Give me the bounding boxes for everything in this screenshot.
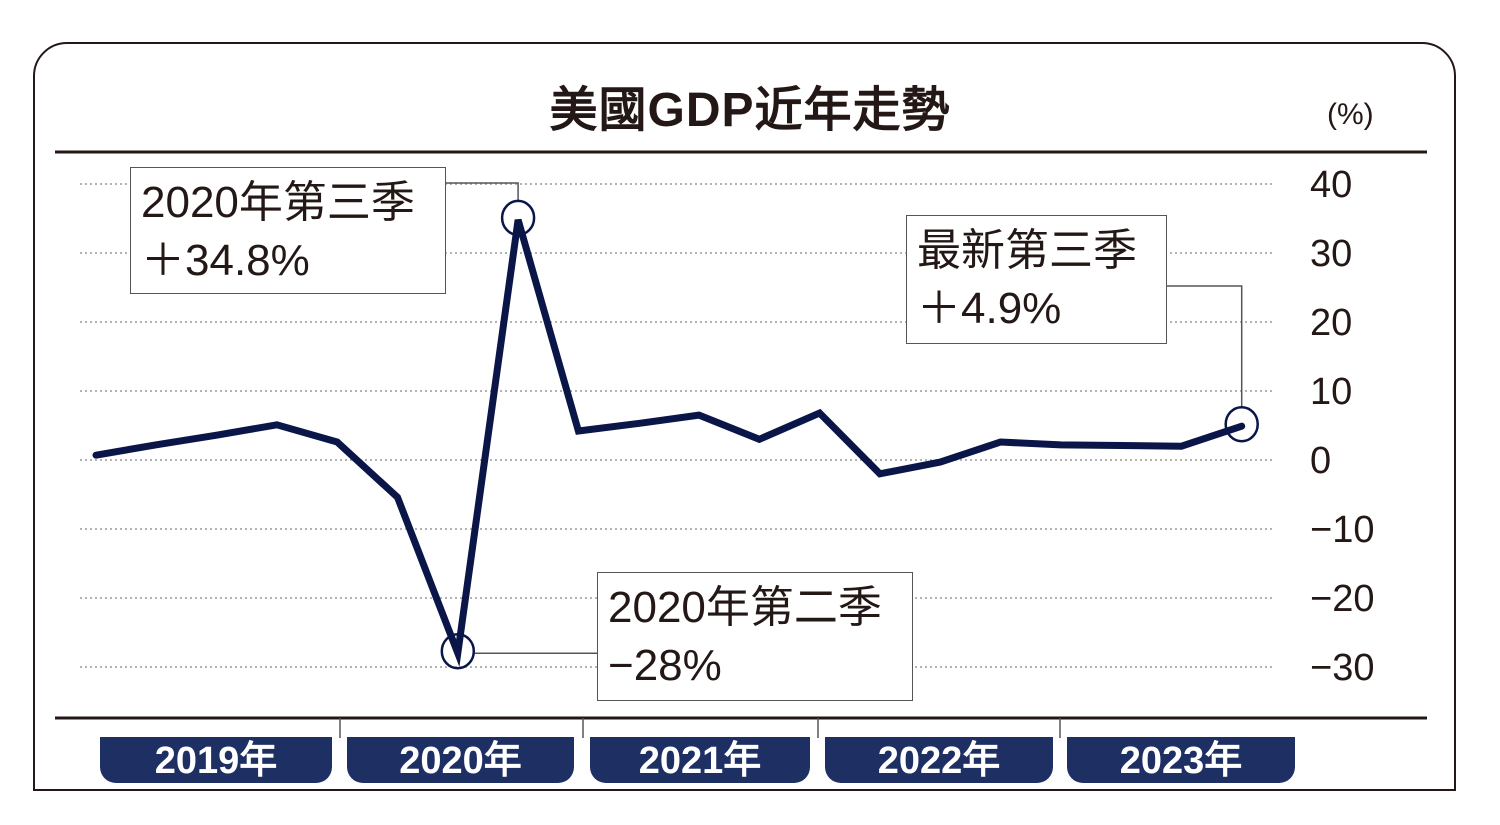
y-tick-label: −10 xyxy=(1310,509,1374,551)
chart-frame xyxy=(33,42,1456,791)
x-tick-label: 2021年 xyxy=(590,737,810,783)
x-tick-label: 2019年 xyxy=(100,737,332,783)
annotation-latest-q3: 最新第三季 ＋4.9% xyxy=(906,215,1167,344)
annotation-value: −28% xyxy=(608,641,722,690)
y-tick-label: 20 xyxy=(1310,302,1352,344)
y-tick-label: 10 xyxy=(1310,371,1352,413)
chart-title: 美國GDP近年走勢 xyxy=(549,84,951,137)
x-tick-label: 2020年 xyxy=(347,737,574,783)
highlight-circle xyxy=(500,199,536,237)
x-tick-label: 2023年 xyxy=(1067,737,1295,783)
highlight-circle xyxy=(1224,405,1259,443)
annotation-label: 2020年第二季 xyxy=(608,583,882,632)
annotation-2020-q3: 2020年第三季 ＋34.8% xyxy=(130,167,446,294)
highlight-circle xyxy=(440,632,476,670)
y-tick-label: −30 xyxy=(1310,647,1374,689)
annotation-label: 最新第三季 xyxy=(917,226,1137,275)
y-tick-label: 40 xyxy=(1310,164,1352,206)
leader-line xyxy=(445,182,519,202)
annotation-label: 2020年第三季 xyxy=(141,178,415,227)
annotation-2020-q2: 2020年第二季 −28% xyxy=(597,572,913,701)
y-tick-label: −20 xyxy=(1310,578,1374,620)
x-tick-label: 2022年 xyxy=(825,737,1053,783)
y-tick-label: 0 xyxy=(1310,440,1331,482)
unit-label: (%) xyxy=(1327,98,1374,131)
y-tick-label: 30 xyxy=(1310,233,1352,275)
gdp-series-line xyxy=(92,218,1246,668)
leader-line xyxy=(1166,285,1243,409)
annotation-value: ＋34.8% xyxy=(141,236,310,285)
annotation-value: ＋4.9% xyxy=(917,284,1062,333)
